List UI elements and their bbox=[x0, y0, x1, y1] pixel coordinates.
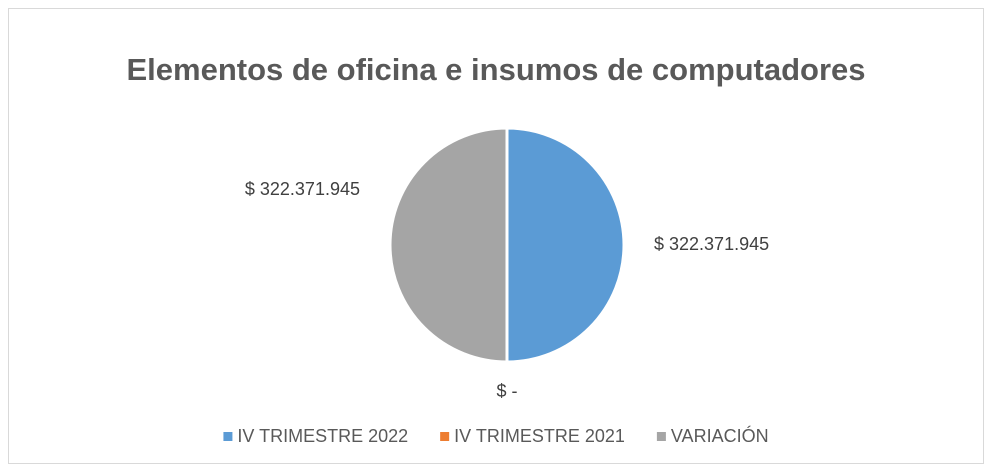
pie-slice bbox=[388, 126, 509, 364]
chart-title: Elementos de oficina e insumos de comput… bbox=[126, 52, 865, 87]
legend-swatch bbox=[223, 432, 233, 441]
legend-label: IV TRIMESTRE 2022 bbox=[237, 426, 408, 446]
data-label: $ - bbox=[496, 381, 517, 401]
pie-slice bbox=[505, 126, 626, 364]
data-label: $ 322.371.945 bbox=[654, 234, 769, 254]
legend-label: IV TRIMESTRE 2021 bbox=[454, 426, 625, 446]
legend-swatch bbox=[656, 432, 666, 441]
legend-swatch bbox=[440, 432, 450, 441]
legend-label: VARIACIÓN bbox=[671, 425, 769, 446]
data-label: $ 322.371.945 bbox=[245, 179, 360, 199]
